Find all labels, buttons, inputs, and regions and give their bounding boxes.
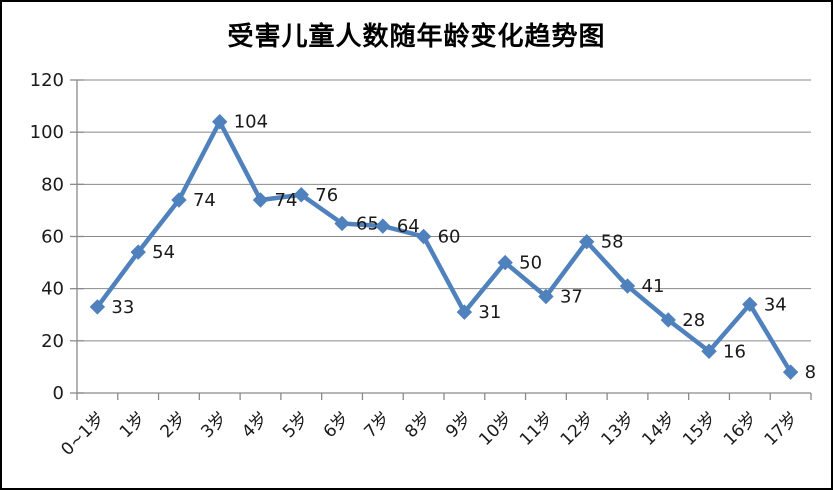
x-tick-label: 9岁 (442, 408, 476, 442)
data-point-marker (538, 288, 554, 305)
x-tick-label: 10岁 (475, 408, 516, 449)
y-tick-label: 0 (53, 383, 64, 404)
y-tick-label: 80 (41, 174, 64, 195)
data-point-marker (497, 254, 513, 271)
y-tick-label: 100 (30, 122, 64, 143)
data-point-marker (579, 234, 595, 250)
x-tick-label: 13岁 (598, 408, 639, 449)
x-tick-label: 4岁 (238, 408, 272, 442)
x-tick-label: 8岁 (401, 408, 435, 442)
y-tick-label: 20 (41, 331, 64, 352)
y-tick-label: 40 (41, 279, 64, 300)
y-tick-label: 60 (41, 227, 64, 248)
data-point-marker (619, 278, 636, 294)
data-point-label: 60 (438, 227, 461, 248)
x-tick-label: 3岁 (197, 408, 231, 442)
data-point-label: 37 (560, 286, 583, 307)
x-tick-label: 6岁 (320, 408, 354, 442)
data-point-marker (334, 215, 350, 232)
series-line (95, 119, 793, 375)
data-point-marker (375, 218, 391, 234)
data-point-label: 104 (234, 112, 268, 133)
data-point-marker (252, 192, 269, 208)
data-point-label: 58 (601, 232, 624, 253)
x-tick-label: 12岁 (557, 408, 598, 449)
data-point-label: 33 (111, 297, 134, 318)
data-point-marker (701, 343, 717, 359)
chart-title: 受害儿童人数随年龄变化趋势图 (227, 22, 606, 52)
data-point-marker (456, 304, 473, 320)
data-point-marker (660, 312, 676, 328)
x-tick-label: 0~1岁 (57, 408, 109, 460)
x-tick-label: 7岁 (361, 408, 395, 442)
data-point-label: 16 (723, 341, 746, 362)
data-point-marker (782, 364, 799, 380)
x-tick-label: 11岁 (516, 408, 557, 449)
data-point-marker (89, 299, 106, 315)
data-point-label: 65 (356, 213, 379, 234)
x-tick-label: 1岁 (116, 408, 150, 442)
data-point-label: 50 (519, 253, 542, 274)
y-tick-label: 120 (30, 70, 64, 91)
data-point-label: 41 (642, 276, 665, 297)
data-point-label: 34 (764, 294, 787, 315)
data-point-marker (171, 192, 187, 208)
data-point-marker (212, 114, 228, 130)
x-tick-label: 16岁 (720, 408, 761, 449)
data-point-label: 76 (315, 185, 338, 206)
x-tick-label: 15岁 (679, 408, 720, 449)
data-point-label: 8 (805, 362, 816, 383)
data-point-marker (742, 296, 758, 313)
x-tick-label: 17岁 (761, 408, 802, 449)
data-point-label: 54 (152, 242, 175, 263)
data-point-marker (293, 187, 309, 203)
data-point-marker (130, 244, 146, 260)
data-point-label: 31 (478, 302, 501, 323)
x-tick-label: 5岁 (279, 408, 313, 442)
data-point-label: 28 (682, 310, 705, 331)
data-point-label: 74 (275, 190, 298, 211)
data-point-marker (415, 228, 432, 245)
data-point-label: 74 (193, 190, 216, 211)
x-tick-label: 14岁 (638, 408, 679, 449)
x-tick-label: 2岁 (157, 408, 191, 442)
data-point-label: 64 (397, 216, 420, 237)
